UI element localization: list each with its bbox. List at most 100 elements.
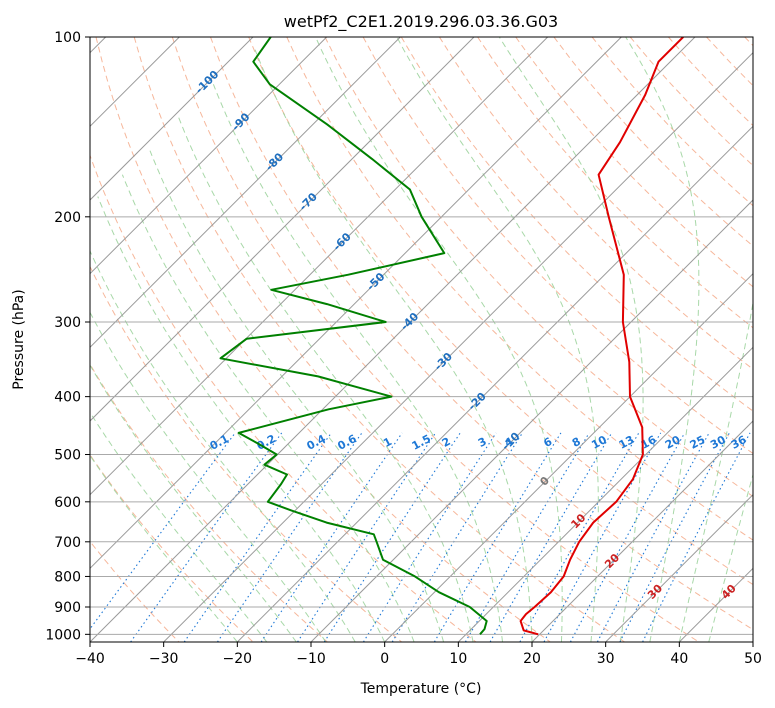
mixing-ratio-label: 0.4 [305, 432, 329, 453]
isotherm-line [90, 37, 475, 422]
dry-adiabat [210, 37, 753, 631]
y-axis: 100 200 300 400 500 600 700 800 900 1000 [45, 30, 90, 643]
moist-adiabat [97, 196, 386, 642]
mixing-ratio-line [391, 432, 523, 642]
mixing-ratio-label: 2 [440, 435, 453, 450]
moist-adiabat [149, 150, 445, 642]
moist-adiabat [254, 49, 533, 642]
y-tick-label: 900 [54, 600, 81, 616]
dry-adiabat [286, 37, 753, 541]
y-tick-label: 300 [54, 315, 81, 331]
dry-adiabat [438, 37, 753, 370]
mixing-ratio-line [362, 432, 497, 642]
moist-adiabat [121, 174, 415, 642]
dry-adiabat [90, 153, 477, 642]
isotherm-line [90, 37, 254, 201]
isotherm-label: 20 [602, 551, 622, 571]
isotherm-line [310, 199, 753, 642]
dry-adiabat [668, 37, 753, 127]
mixing-ratio-label: 8 [570, 435, 583, 450]
mixing-ratio-label: 13 [617, 433, 637, 452]
mixing-ratio-label: 30 [708, 433, 728, 452]
moist-adiabat [315, 37, 563, 642]
mixing-ratio-label: 10 [589, 433, 609, 452]
mixing-ratio-label: 6 [541, 435, 554, 450]
isotherm-line [163, 51, 753, 642]
y-tick-label: 100 [54, 30, 81, 46]
mixing-ratio-label: 36 [729, 433, 749, 452]
isotherm-line [384, 272, 753, 642]
dry-adiabat [515, 37, 753, 288]
background-lines [90, 37, 753, 642]
series-group [219, 37, 684, 636]
isotherm-line [457, 346, 753, 642]
y-tick-label: 800 [54, 569, 81, 585]
plot-frame [89, 36, 754, 643]
mixing-ratio-line [260, 432, 403, 642]
moist-adiabat [212, 84, 503, 642]
moist-adiabat [625, 37, 700, 642]
isotherm-line [90, 37, 328, 275]
isotherm-label: 30 [645, 582, 665, 602]
dry-adiabat [90, 453, 254, 642]
dry-adiabat [95, 37, 551, 642]
mixing-ratio-line [619, 432, 730, 642]
moist-adiabat [678, 299, 753, 642]
dry-adiabat [171, 37, 700, 642]
moist-adiabat [90, 364, 297, 642]
dry-adiabat [591, 37, 753, 207]
y-tick-label: 200 [54, 210, 81, 226]
mixing-ratio-line [297, 432, 437, 642]
mixing-ratio-label: 20 [663, 433, 683, 452]
isotherm-line [90, 37, 622, 570]
y-tick-label: 600 [54, 495, 81, 511]
dry-adiabat [744, 37, 753, 47]
x-tick-label: 0 [380, 651, 389, 667]
moist-adiabat [90, 454, 238, 642]
dry-adiabat [400, 37, 753, 412]
x-tick-label: 10 [449, 651, 467, 667]
isotherm-line [605, 493, 753, 642]
x-tick-label: −30 [149, 651, 179, 667]
mixing-ratio-line [433, 432, 562, 642]
moist-adiabat [708, 472, 753, 642]
temperature-line [519, 37, 684, 636]
mixing-ratio-line [543, 432, 662, 642]
moist-adiabat [498, 37, 644, 642]
moist-adiabat [396, 37, 599, 642]
dry-adiabat [90, 265, 403, 642]
x-tick-label: −20 [223, 651, 253, 667]
mixing-ratio-line [183, 432, 332, 642]
isotherm-label: -40 [398, 310, 421, 333]
moist-adiabat [90, 311, 327, 642]
x-tick-label: 20 [523, 651, 541, 667]
x-axis-label: Temperature (°C) [360, 681, 482, 697]
y-tick-label: 500 [54, 448, 81, 464]
isotherm-label: -20 [466, 390, 489, 413]
chart-title: wetPf2_C2E1.2019.296.03.36.G03 [284, 12, 558, 32]
mixing-ratio-line [323, 432, 461, 642]
isotherm-line [90, 37, 401, 349]
dry-adiabat [706, 37, 753, 87]
isotherm-line [752, 641, 753, 642]
moist-adiabat [177, 114, 474, 642]
x-tick-label: 30 [597, 651, 615, 667]
moist-adiabat [90, 249, 356, 642]
mixing-ratio-label: 0.1 [208, 432, 231, 453]
x-tick-label: −10 [296, 651, 326, 667]
mixing-ratio-line [569, 432, 686, 642]
y-tick-label: 700 [54, 535, 81, 551]
y-axis-label: Pressure (hPa) [11, 289, 27, 389]
isotherm-line [90, 37, 696, 642]
mixing-ratio-line [642, 432, 751, 642]
x-axis: −40 −30 −20 −10 0 10 20 30 40 50 [75, 642, 762, 667]
y-tick-label: 1000 [45, 627, 81, 643]
dry-adiabat [362, 37, 753, 455]
mixing-ratio-label: 16 [639, 433, 659, 452]
x-tick-label: −40 [75, 651, 105, 667]
y-tick-label: 400 [54, 390, 81, 406]
dry-adiabat [90, 540, 180, 642]
mixing-ratio-line [596, 432, 710, 642]
mixing-ratio-label: 25 [688, 433, 708, 452]
